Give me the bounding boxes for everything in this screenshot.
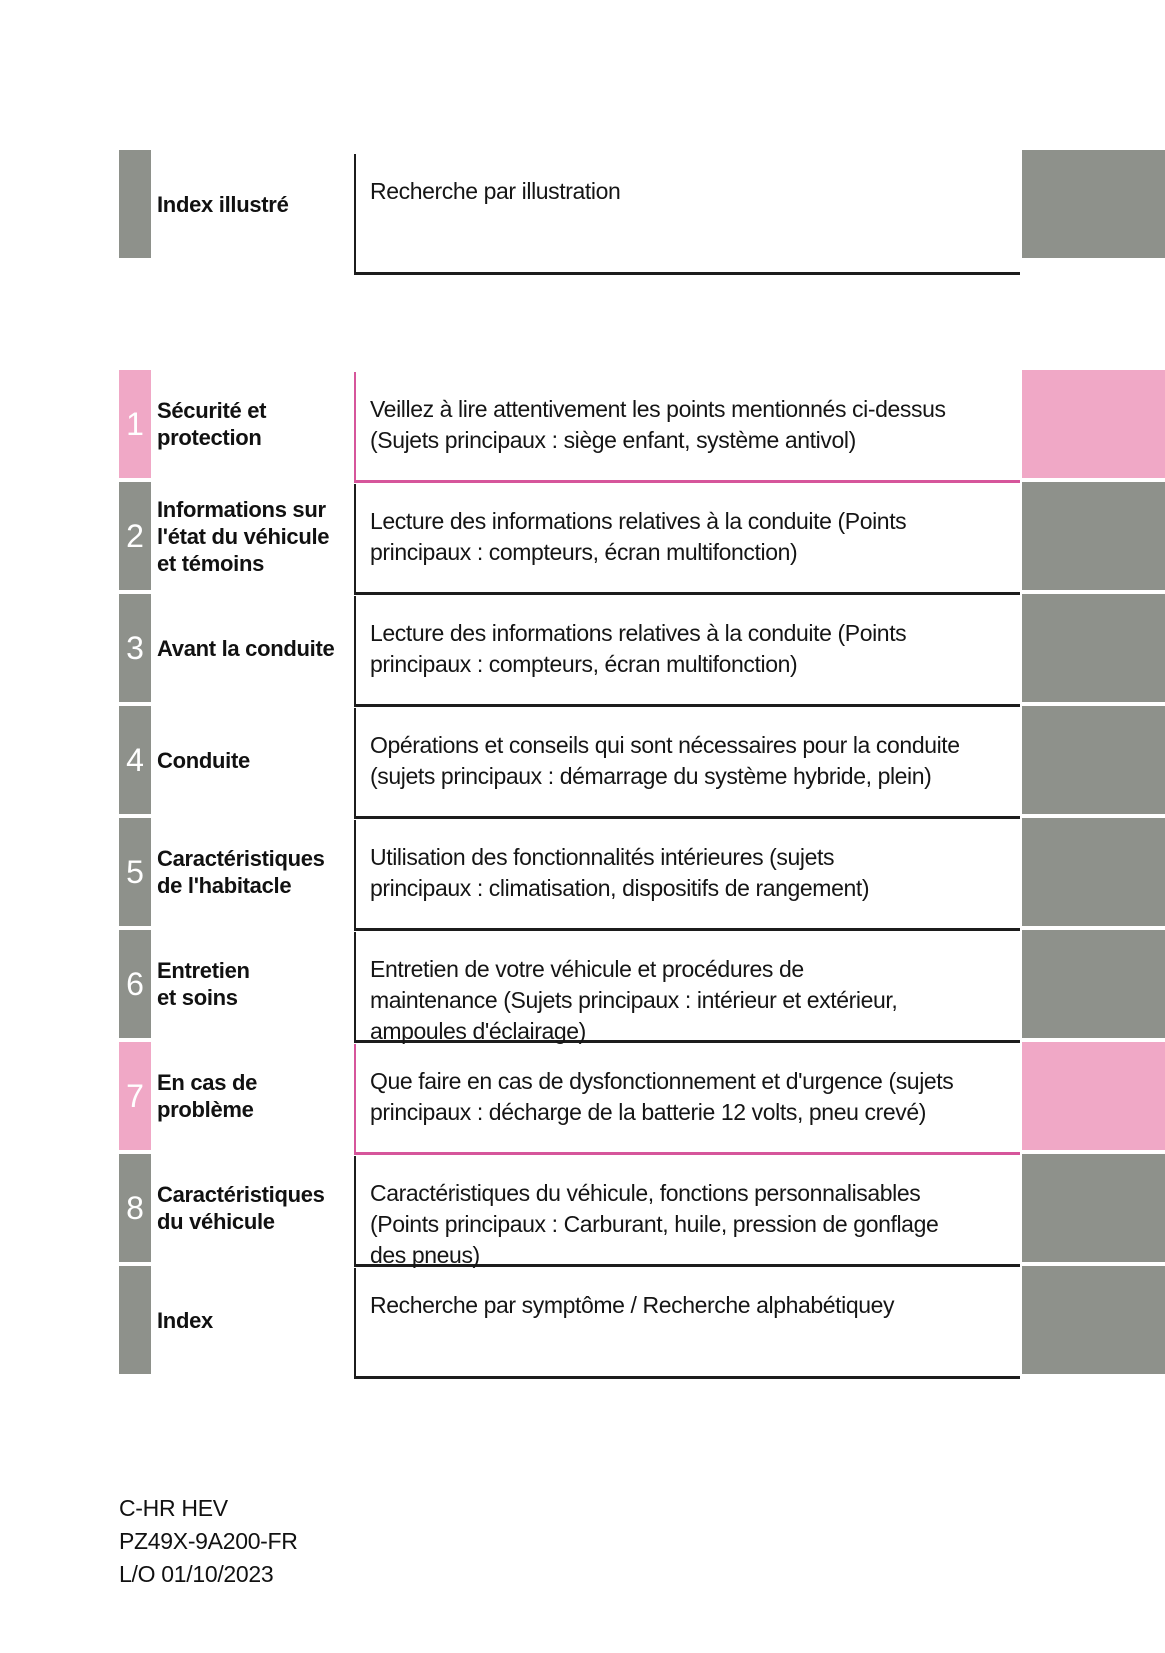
chapter-description-cell: Que faire en cas de dysfonctionnement et… bbox=[354, 1042, 1022, 1155]
toc-row-8: 8 Caractéristiques du véhicule Caractéri… bbox=[119, 1154, 1165, 1268]
chapter-number: 2 bbox=[126, 518, 144, 554]
chapter-description: Lecture des informations relatives à la … bbox=[370, 508, 907, 565]
chapter-number: 7 bbox=[126, 1078, 144, 1114]
chapter-description-cell: Recherche par illustration bbox=[354, 150, 1022, 275]
chapter-rows: 1 Sécurité et protection Veillez à lire … bbox=[0, 370, 1165, 1379]
chapter-number-tab: 7 bbox=[119, 1042, 151, 1150]
chapter-number: 5 bbox=[126, 854, 144, 890]
chapter-label: Conduite bbox=[157, 747, 250, 773]
chapter-description: Recherche par symptôme / Recherche alpha… bbox=[370, 1292, 895, 1318]
chapter-description-cell: Lecture des informations relatives à la … bbox=[354, 482, 1022, 595]
page-edge-tab bbox=[1022, 818, 1165, 926]
toc-row-6: 6 Entretien et soins Entretien de votre … bbox=[119, 930, 1165, 1044]
chapter-number: 6 bbox=[126, 966, 144, 1002]
chapter-number: 1 bbox=[126, 406, 144, 442]
chapter-number: 4 bbox=[126, 742, 144, 778]
chapter-description: Opérations et conseils qui sont nécessai… bbox=[370, 732, 960, 789]
page-edge-tab bbox=[1022, 706, 1165, 814]
page-edge-tab bbox=[1022, 150, 1165, 258]
chapter-number-tab: 1 bbox=[119, 370, 151, 478]
chapter-description-box: Lecture des informations relatives à la … bbox=[354, 484, 1020, 595]
chapter-number-tab: 3 bbox=[119, 594, 151, 702]
chapter-label: Sécurité et protection bbox=[157, 398, 267, 450]
chapter-number-tab: 5 bbox=[119, 818, 151, 926]
chapter-description-box: Recherche par symptôme / Recherche alpha… bbox=[354, 1268, 1020, 1379]
chapter-label: Caractéristiques du véhicule bbox=[157, 1182, 325, 1234]
toc-row-4: 4 Conduite Opérations et conseils qui so… bbox=[119, 706, 1165, 819]
chapter-description: Recherche par illustration bbox=[370, 178, 621, 204]
chapter-description: Caractéristiques du véhicule, fonctions … bbox=[370, 1180, 939, 1268]
chapter-description-cell: Entretien de votre véhicule et procédure… bbox=[354, 930, 1022, 1044]
chapter-description-box: Utilisation des fonctionnalités intérieu… bbox=[354, 820, 1020, 931]
chapter-description-cell: Utilisation des fonctionnalités intérieu… bbox=[354, 818, 1022, 931]
chapter-description-cell: Recherche par symptôme / Recherche alpha… bbox=[354, 1266, 1022, 1379]
chapter-number-tab: 8 bbox=[119, 1154, 151, 1262]
toc-row-5: 5 Caractéristiques de l'habitacle Utilis… bbox=[119, 818, 1165, 931]
page-edge-tab bbox=[1022, 1154, 1165, 1262]
chapter-number-tab bbox=[119, 1266, 151, 1374]
toc-row-2: 2 Informations sur l'état du véhicule et… bbox=[119, 482, 1165, 595]
chapter-description-cell: Opérations et conseils qui sont nécessai… bbox=[354, 706, 1022, 819]
toc-row-index-illustre: Index illustré Recherche par illustratio… bbox=[119, 150, 1165, 275]
chapter-description-cell: Lecture des informations relatives à la … bbox=[354, 594, 1022, 707]
chapter-label: Index bbox=[157, 1307, 213, 1333]
chapter-label: En cas de problème bbox=[157, 1070, 258, 1122]
chapter-number-tab bbox=[119, 150, 151, 258]
chapter-number: 3 bbox=[126, 630, 144, 666]
chapter-description: Veillez à lire attentivement les points … bbox=[370, 396, 946, 453]
chapter-description-cell: Caractéristiques du véhicule, fonctions … bbox=[354, 1154, 1022, 1268]
toc-row-index: Index Recherche par symptôme / Recherche… bbox=[119, 1266, 1165, 1379]
chapter-description-box: Entretien de votre véhicule et procédure… bbox=[354, 932, 1020, 1044]
chapter-label: Informations sur l'état du véhicule et t… bbox=[157, 496, 330, 576]
chapter-description-box: Lecture des informations relatives à la … bbox=[354, 596, 1020, 707]
toc-row-3: 3 Avant la conduite Lecture des informat… bbox=[119, 594, 1165, 707]
chapter-description-box: Caractéristiques du véhicule, fonctions … bbox=[354, 1156, 1020, 1268]
toc-row-7: 7 En cas de problème Que faire en cas de… bbox=[119, 1042, 1165, 1155]
page-edge-tab bbox=[1022, 482, 1165, 590]
chapter-number-tab: 6 bbox=[119, 930, 151, 1038]
chapter-label: Entretien et soins bbox=[157, 958, 250, 1010]
chapter-number-tab: 2 bbox=[119, 482, 151, 590]
page-edge-tab bbox=[1022, 594, 1165, 702]
chapter-description: Lecture des informations relatives à la … bbox=[370, 620, 907, 677]
chapter-description: Entretien de votre véhicule et procédure… bbox=[370, 956, 898, 1044]
chapter-description-box: Opérations et conseils qui sont nécessai… bbox=[354, 708, 1020, 819]
page-edge-tab bbox=[1022, 1042, 1165, 1150]
chapter-description-box: Veillez à lire attentivement les points … bbox=[354, 372, 1020, 483]
chapter-description-cell: Veillez à lire attentivement les points … bbox=[354, 370, 1022, 483]
chapter-number-tab: 4 bbox=[119, 706, 151, 814]
chapter-label: Avant la conduite bbox=[157, 635, 335, 661]
chapter-description-box: Recherche par illustration bbox=[354, 154, 1020, 275]
publication-footer: C-HR HEV PZ49X-9A200-FR L/O 01/10/2023 bbox=[119, 1495, 298, 1587]
page-edge-tab bbox=[1022, 370, 1165, 478]
table-of-contents: Index illustré Recherche par illustratio… bbox=[0, 150, 1165, 1379]
chapter-number: 8 bbox=[126, 1190, 144, 1226]
chapter-description: Utilisation des fonctionnalités intérieu… bbox=[370, 844, 870, 901]
chapter-description: Que faire en cas de dysfonctionnement et… bbox=[370, 1068, 954, 1125]
chapter-label: Index illustré bbox=[157, 191, 289, 217]
page-edge-tab bbox=[1022, 1266, 1165, 1374]
toc-row-1: 1 Sécurité et protection Veillez à lire … bbox=[119, 370, 1165, 483]
chapter-label: Caractéristiques de l'habitacle bbox=[157, 846, 325, 898]
chapter-description-box: Que faire en cas de dysfonctionnement et… bbox=[354, 1044, 1020, 1155]
page-edge-tab bbox=[1022, 930, 1165, 1038]
